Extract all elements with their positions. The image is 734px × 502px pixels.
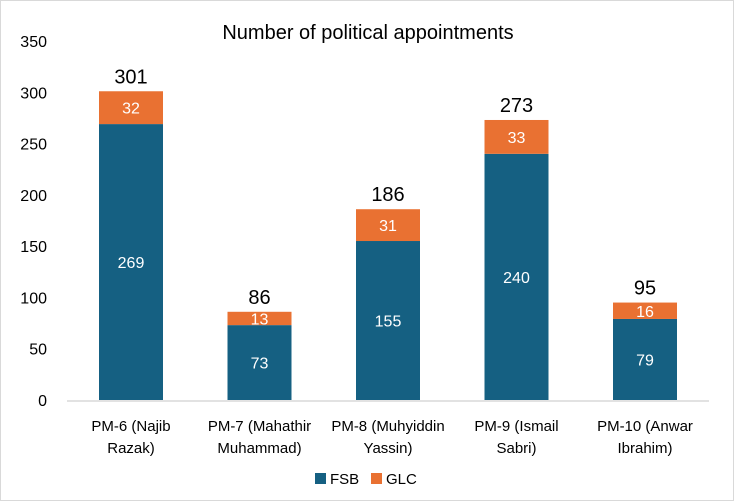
bar-glc bbox=[613, 302, 677, 319]
bar-glc bbox=[227, 311, 292, 326]
x-tick-label: Sabri) bbox=[496, 440, 536, 457]
data-label-fsb: 73 bbox=[251, 356, 269, 373]
y-tick-label: 300 bbox=[20, 85, 47, 102]
bar-glc bbox=[484, 119, 549, 154]
data-label-glc: 13 bbox=[251, 311, 269, 328]
y-tick-label: 50 bbox=[29, 342, 47, 359]
data-label-fsb: 79 bbox=[636, 352, 654, 369]
x-tick-label: PM-6 (Najib bbox=[91, 418, 170, 435]
total-label: 301 bbox=[114, 66, 147, 88]
bar-fsb bbox=[484, 153, 549, 400]
legend-label-fsb: FSB bbox=[330, 471, 359, 488]
x-tick-label: Yassin) bbox=[364, 440, 413, 457]
total-label: 273 bbox=[500, 95, 533, 117]
data-label-glc: 31 bbox=[379, 218, 397, 235]
data-label-glc: 33 bbox=[508, 130, 526, 147]
y-tick-label: 0 bbox=[38, 393, 47, 410]
y-tick-label: 200 bbox=[20, 188, 47, 205]
bar-fsb bbox=[99, 124, 163, 400]
total-label: 86 bbox=[248, 287, 270, 309]
total-label: 186 bbox=[371, 184, 404, 206]
x-tick-label: PM-9 (Ismail bbox=[474, 418, 558, 435]
y-tick-label: 250 bbox=[20, 137, 47, 154]
bar-glc bbox=[356, 209, 420, 242]
legend-label-glc: GLC bbox=[386, 471, 417, 488]
x-tick-label: PM-7 (Mahathir bbox=[208, 418, 311, 435]
y-tick-label: 100 bbox=[20, 290, 47, 307]
bar-fsb bbox=[356, 241, 420, 400]
data-label-fsb: 240 bbox=[503, 270, 530, 287]
bar-glc bbox=[99, 91, 163, 125]
data-label-glc: 16 bbox=[636, 304, 654, 321]
legend-swatch-glc bbox=[371, 473, 382, 484]
data-label-fsb: 269 bbox=[118, 255, 145, 272]
bar-fsb bbox=[227, 325, 292, 400]
x-tick-label: Ibrahim) bbox=[617, 440, 672, 457]
chart-title: Number of political appointments bbox=[222, 22, 513, 44]
x-tick-label: PM-10 (Anwar bbox=[597, 418, 693, 435]
data-label-fsb: 155 bbox=[375, 314, 402, 331]
total-label: 95 bbox=[634, 278, 656, 300]
bar-fsb bbox=[613, 318, 677, 400]
legend-swatch-fsb bbox=[315, 473, 326, 484]
x-tick-label: Muhammad) bbox=[217, 440, 301, 457]
x-tick-label: PM-8 (Muhyiddin bbox=[331, 418, 444, 435]
x-tick-label: Razak) bbox=[107, 440, 155, 457]
data-label-glc: 32 bbox=[122, 101, 140, 118]
y-tick-label: 150 bbox=[20, 239, 47, 256]
y-tick-label: 350 bbox=[20, 34, 47, 51]
